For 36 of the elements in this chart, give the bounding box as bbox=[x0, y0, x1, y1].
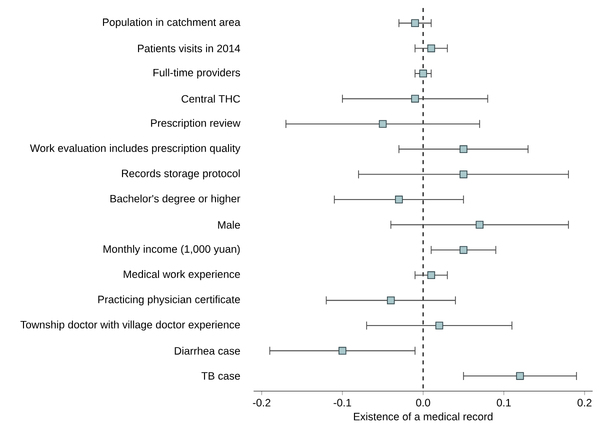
point bbox=[378, 120, 387, 128]
point bbox=[338, 346, 346, 355]
y-tick-label: Diarrhea case bbox=[174, 346, 240, 355]
y-tick-label: Practicing physician certificate bbox=[98, 295, 240, 306]
y-tick-label: Bachelor's degree or higher bbox=[110, 194, 240, 204]
point bbox=[427, 44, 436, 52]
x-tick-label: -0.1 bbox=[334, 398, 352, 406]
x-tick-label: 0.1 bbox=[496, 398, 511, 406]
point bbox=[395, 196, 403, 204]
point bbox=[411, 19, 419, 27]
y-tick-label: Patients visits in 2014 bbox=[138, 44, 240, 52]
y-tick-label: Prescription review bbox=[151, 118, 240, 129]
x-axis-title: Existence of a medical record bbox=[354, 412, 492, 420]
y-tick-label: Medical work experience bbox=[124, 270, 240, 280]
point bbox=[516, 372, 524, 380]
point bbox=[386, 296, 395, 304]
y-tick-label: Township doctor with village doctor experience bbox=[20, 320, 240, 330]
y-tick-label: Monthly income (1,000 yuan) bbox=[104, 244, 240, 255]
point bbox=[460, 246, 468, 254]
point bbox=[427, 271, 436, 279]
x-tick-label: 0.0 bbox=[416, 398, 430, 406]
point bbox=[460, 145, 468, 153]
y-tick-label: Full-time providers bbox=[154, 68, 240, 78]
y-tick-label: Population in catchment area bbox=[103, 18, 240, 28]
point bbox=[460, 170, 468, 178]
y-tick-label: TB case bbox=[202, 372, 240, 380]
y-tick-label: Male bbox=[218, 220, 240, 229]
x-tick-label: 0.2 bbox=[578, 398, 592, 406]
point bbox=[419, 70, 427, 78]
y-tick-label: Records storage protocol bbox=[122, 169, 240, 180]
y-tick-label: Work evaluation includes prescription quality bbox=[30, 144, 240, 154]
y-tick-label: Central THC bbox=[182, 94, 240, 103]
point bbox=[476, 220, 484, 229]
point bbox=[411, 94, 419, 103]
point bbox=[435, 322, 444, 330]
x-tick-label: -0.2 bbox=[252, 398, 270, 406]
